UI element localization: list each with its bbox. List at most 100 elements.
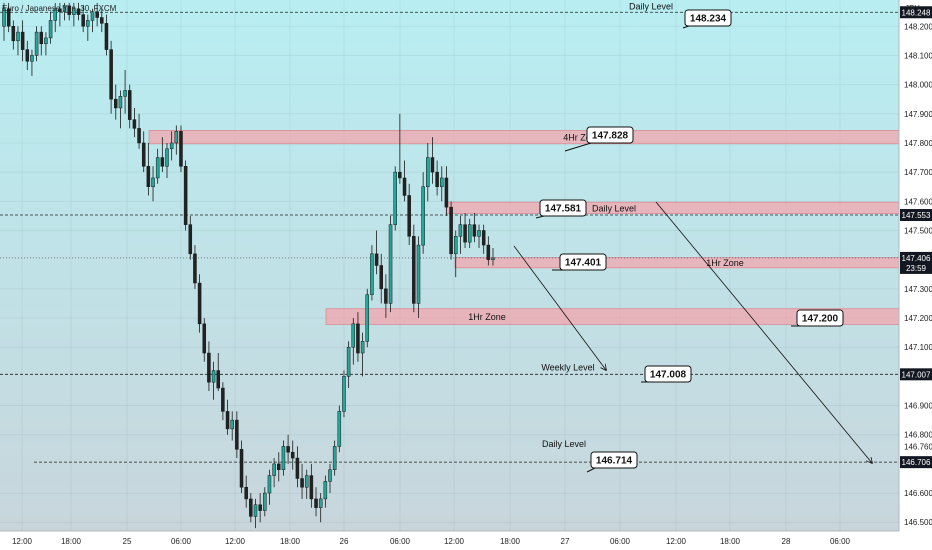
- current-price-tag[interactable]: [900, 251, 932, 274]
- price-axis[interactable]: 148.200 148.100 148.000 147.900 147.800 147.7…: [904, 22, 932, 527]
- candle[interactable]: [365, 294, 370, 342]
- candle[interactable]: [272, 463, 276, 476]
- candle[interactable]: [211, 370, 216, 383]
- candle[interactable]: [249, 498, 253, 517]
- candle[interactable]: [295, 457, 300, 479]
- candle[interactable]: [183, 166, 188, 225]
- candle[interactable]: [225, 411, 230, 430]
- candle[interactable]: [277, 463, 281, 470]
- candle[interactable]: [356, 323, 360, 354]
- candle[interactable]: [346, 346, 351, 377]
- candle[interactable]: [388, 224, 393, 304]
- candle[interactable]: [491, 257, 495, 260]
- callout-box[interactable]: [586, 126, 634, 144]
- candle[interactable]: [67, 5, 71, 15]
- candle[interactable]: [207, 352, 211, 383]
- projection-arrow-long[interactable]: [655, 201, 872, 463]
- candle[interactable]: [39, 31, 44, 45]
- price-tag[interactable]: [900, 209, 932, 222]
- candle[interactable]: [165, 148, 169, 167]
- candle[interactable]: [263, 492, 267, 511]
- candle[interactable]: [197, 282, 202, 325]
- candle[interactable]: [76, 8, 81, 15]
- candle[interactable]: [458, 224, 463, 237]
- candle[interactable]: [351, 323, 356, 348]
- candle[interactable]: [188, 224, 193, 255]
- candle[interactable]: [123, 90, 127, 97]
- candle[interactable]: [402, 177, 407, 196]
- candle[interactable]: [323, 481, 328, 500]
- candle[interactable]: [109, 49, 113, 100]
- candle[interactable]: [100, 17, 104, 24]
- candle[interactable]: [179, 131, 183, 167]
- time-axis[interactable]: 12:00 18:00 25 06:00 12:00 18:00 26 06:00 12:00 1…: [12, 537, 851, 546]
- candle[interactable]: [30, 55, 34, 62]
- callout-box[interactable]: [539, 199, 587, 217]
- candle[interactable]: [104, 23, 109, 50]
- candle[interactable]: [34, 31, 39, 56]
- candle[interactable]: [384, 288, 388, 304]
- candle[interactable]: [337, 411, 342, 447]
- candle[interactable]: [141, 142, 146, 167]
- candle[interactable]: [6, 8, 11, 27]
- candle[interactable]: [435, 171, 439, 187]
- candle[interactable]: [81, 14, 85, 27]
- callout-box[interactable]: [796, 309, 844, 327]
- candle[interactable]: [449, 206, 453, 255]
- candle[interactable]: [58, 8, 62, 12]
- candle[interactable]: [193, 253, 197, 284]
- candle[interactable]: [300, 478, 304, 488]
- candle[interactable]: [146, 166, 151, 187]
- candle[interactable]: [486, 244, 491, 260]
- candle[interactable]: [216, 370, 220, 389]
- candle[interactable]: [398, 171, 402, 179]
- candle[interactable]: [44, 37, 48, 45]
- candle[interactable]: [267, 475, 272, 494]
- price-tag[interactable]: [900, 6, 932, 19]
- candle[interactable]: [127, 90, 132, 120]
- candle[interactable]: [132, 119, 137, 129]
- callout-box[interactable]: [559, 253, 607, 271]
- candle[interactable]: [114, 98, 118, 109]
- candle[interactable]: [477, 230, 481, 237]
- price-tag[interactable]: [900, 456, 932, 469]
- candle[interactable]: [202, 323, 207, 354]
- candle[interactable]: [151, 177, 155, 187]
- candle[interactable]: [20, 31, 25, 50]
- candle[interactable]: [253, 504, 258, 517]
- callout-box[interactable]: [590, 451, 638, 469]
- zone-rect[interactable]: [148, 130, 900, 145]
- callout-box[interactable]: [644, 365, 692, 383]
- candle[interactable]: [309, 475, 314, 500]
- candle[interactable]: [11, 26, 16, 42]
- candle[interactable]: [374, 253, 379, 266]
- candle[interactable]: [370, 253, 374, 295]
- candle[interactable]: [290, 451, 295, 459]
- candle[interactable]: [430, 157, 435, 173]
- candle[interactable]: [444, 177, 449, 208]
- candle[interactable]: [53, 8, 57, 21]
- candle[interactable]: [230, 419, 234, 430]
- candle[interactable]: [416, 244, 421, 304]
- candle[interactable]: [286, 446, 290, 453]
- candle[interactable]: [281, 446, 286, 470]
- candle[interactable]: [481, 230, 486, 246]
- candle[interactable]: [342, 376, 346, 412]
- candle[interactable]: [421, 186, 425, 246]
- price-tag[interactable]: [900, 368, 932, 381]
- zone-rect[interactable]: [454, 257, 900, 269]
- candle[interactable]: [2, 8, 6, 27]
- candle[interactable]: [440, 177, 444, 187]
- candle[interactable]: [393, 171, 397, 225]
- callout-box[interactable]: [684, 9, 732, 27]
- candle[interactable]: [221, 387, 225, 412]
- candle[interactable]: [118, 96, 123, 109]
- candle[interactable]: [379, 265, 383, 290]
- candle[interactable]: [412, 236, 416, 304]
- candle[interactable]: [86, 20, 90, 27]
- candle[interactable]: [407, 195, 411, 237]
- candle[interactable]: [90, 11, 95, 21]
- candle[interactable]: [48, 20, 53, 39]
- candle[interactable]: [244, 486, 248, 500]
